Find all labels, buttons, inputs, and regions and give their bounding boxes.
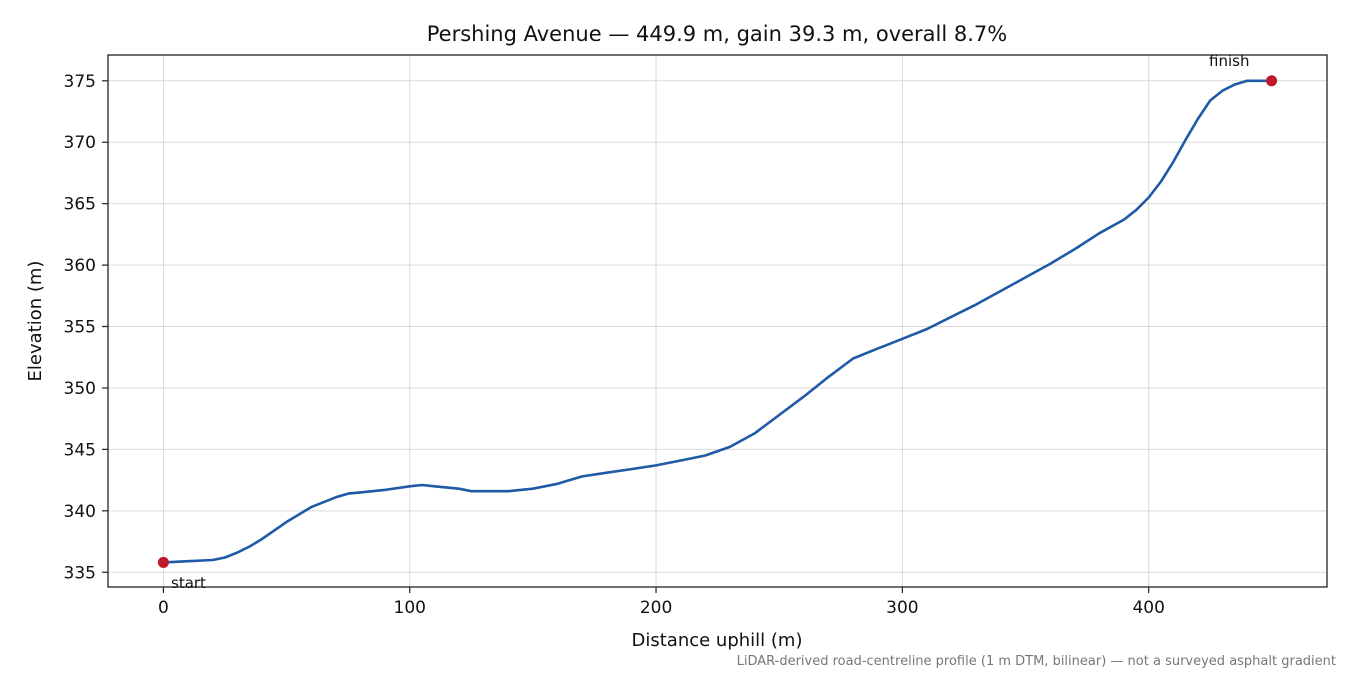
x-axis: 0 100 200 300 400 xyxy=(158,587,1165,618)
finish-label: finish xyxy=(1209,52,1249,70)
plot-area xyxy=(107,54,1328,588)
start-label: start xyxy=(171,574,206,592)
elevation-line xyxy=(162,79,1273,564)
y-tick-label: 335 xyxy=(64,563,96,583)
y-tick-label: 375 xyxy=(64,72,96,92)
y-tick-label: 360 xyxy=(64,256,96,276)
chart-title: Pershing Avenue — 449.9 m, gain 39.3 m, … xyxy=(427,22,1008,46)
x-tick-label: 100 xyxy=(394,598,426,618)
y-tick-label: 355 xyxy=(64,318,96,338)
start-marker xyxy=(157,556,169,568)
y-tick-label: 350 xyxy=(64,379,96,399)
grid xyxy=(108,55,1327,587)
y-tick-label: 345 xyxy=(64,440,96,460)
marker-layer xyxy=(157,75,1278,568)
finish-marker xyxy=(1266,75,1278,87)
y-tick-label: 340 xyxy=(64,502,96,522)
footnote: LiDAR-derived road-centreline profile (1… xyxy=(737,654,1336,669)
y-tick-label: 370 xyxy=(64,133,96,153)
x-axis-label: Distance uphill (m) xyxy=(632,630,803,651)
x-tick-label: 200 xyxy=(640,598,672,618)
x-tick-label: 0 xyxy=(158,598,169,618)
x-tick-label: 300 xyxy=(886,598,918,618)
y-axis: 335 340 345 350 355 360 365 370 375 xyxy=(64,72,108,583)
y-axis-label: Elevation (m) xyxy=(25,261,46,382)
x-tick-label: 400 xyxy=(1132,598,1164,618)
plot-frame xyxy=(107,54,1328,588)
y-tick-label: 365 xyxy=(64,195,96,215)
line-layer xyxy=(162,79,1273,564)
